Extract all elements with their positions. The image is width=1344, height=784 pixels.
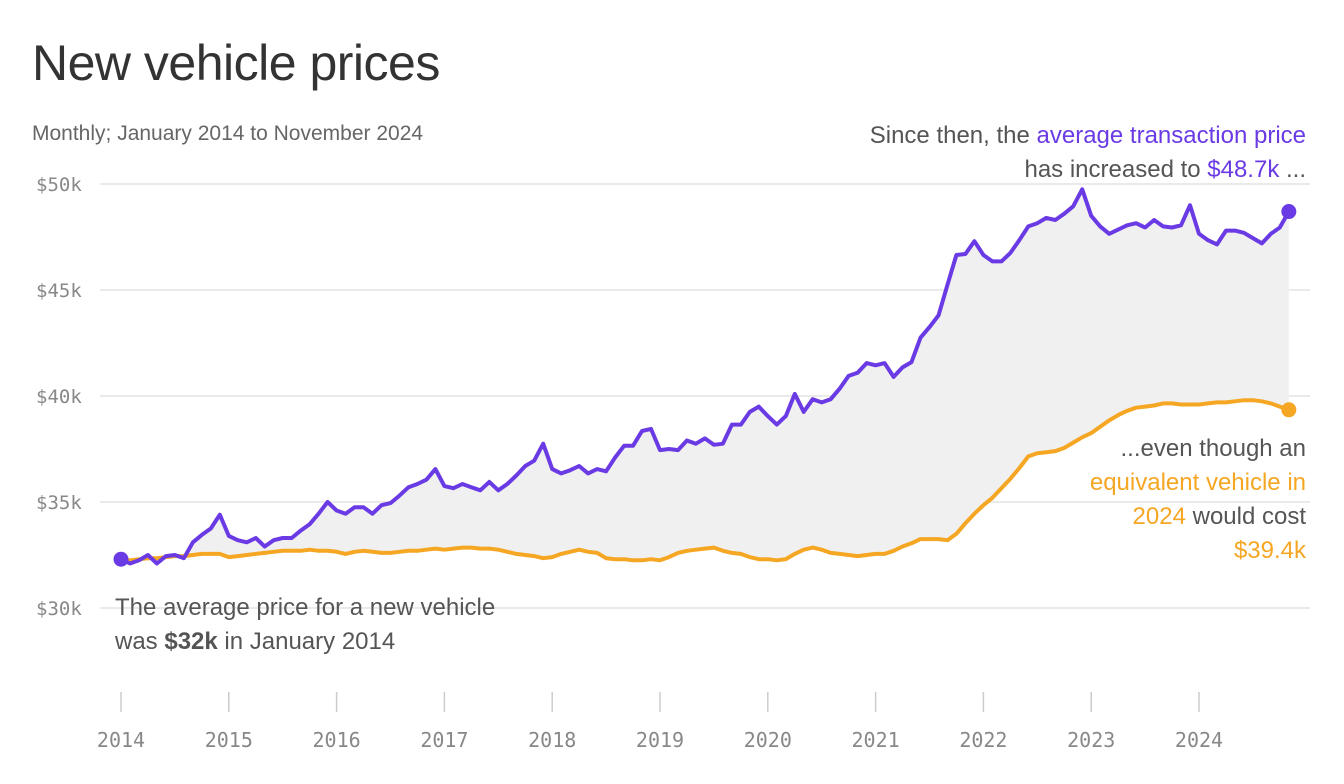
y-tick-label: $50k <box>36 174 82 196</box>
annotation-equivalent-price: ...even though an equivalent vehicle in … <box>1090 432 1306 568</box>
annotation-bold-value: $32k <box>164 628 218 655</box>
annotation-highlight: 2024 <box>1132 503 1186 530</box>
annotation-mid-line-2: equivalent vehicle in <box>1089 469 1306 496</box>
annotation-mid-line-4: $39.4k <box>1233 537 1306 564</box>
annotation-text: would cost <box>1185 503 1306 530</box>
x-axis-ticks: 2014 2015 2016 2017 2018 2019 2020 2021 2022 2023… <box>97 692 1223 752</box>
chart-subtitle: Monthly; January 2014 to November 2024 <box>32 122 424 145</box>
average-transaction-price-line <box>119 187 1291 566</box>
y-tick-label: $35k <box>36 492 82 514</box>
annotation-transaction-price: Since then, the average transaction pric… <box>870 119 1306 187</box>
chart-title: New vehicle prices <box>32 35 440 91</box>
annotation-text: ... <box>1279 156 1306 183</box>
transaction-start-point <box>113 551 129 567</box>
y-axis-ticks: $30k $35k $40k $45k $50k <box>36 174 82 620</box>
annotation-highlight: $48.7k <box>1207 156 1280 183</box>
x-tick-label: 2024 <box>1175 728 1223 752</box>
annotation-text: Since then, the <box>869 122 1037 149</box>
x-tick-label: 2018 <box>528 728 576 752</box>
x-tick-label: 2019 <box>636 728 684 752</box>
annotation-text: was <box>115 628 165 655</box>
x-tick-label: 2014 <box>97 728 145 752</box>
series-endpoints <box>113 204 1297 567</box>
annotation-top-line-1: Since then, the average transaction pric… <box>870 119 1306 153</box>
equivalent-end-point <box>1281 402 1297 418</box>
x-tick-label: 2020 <box>744 728 792 752</box>
annotation-text: has increased to <box>1024 156 1208 183</box>
x-tick-label: 2016 <box>313 728 361 752</box>
y-tick-label: $40k <box>36 386 82 408</box>
annotation-top-line-2: has increased to $48.7k ... <box>870 153 1306 187</box>
annotation-starting-price: The average price for a new vehicle was … <box>115 591 495 659</box>
x-tick-label: 2022 <box>959 728 1007 752</box>
annotation-bot-line-1: The average price for a new vehicle <box>115 594 496 621</box>
y-tick-label: $30k <box>36 598 82 620</box>
annotation-highlight: average transaction price <box>1036 122 1306 149</box>
price-gap-area <box>121 189 1289 564</box>
annotation-text: in January 2014 <box>217 628 396 655</box>
x-tick-label: 2021 <box>852 728 900 752</box>
equivalent-vehicle-price-line <box>119 398 1291 563</box>
x-tick-label: 2023 <box>1067 728 1115 752</box>
annotation-bot-line-2: was $32k in January 2014 <box>115 625 495 659</box>
annotation-mid-line-1: ...even though an <box>1120 435 1306 462</box>
x-tick-label: 2017 <box>420 728 468 752</box>
y-tick-label: $45k <box>36 280 82 302</box>
x-tick-label: 2015 <box>205 728 253 752</box>
transaction-end-point <box>1281 204 1297 220</box>
annotation-mid-line-3: 2024 would cost <box>1090 500 1306 534</box>
